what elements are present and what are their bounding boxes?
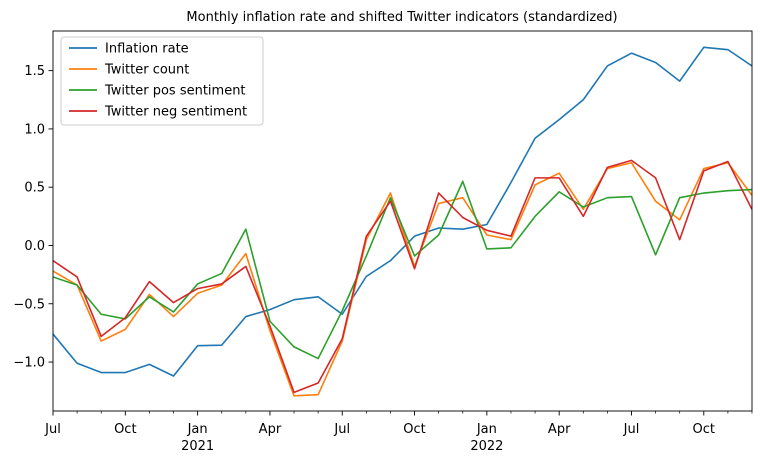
y-tick-label: 1.0 [24, 122, 45, 137]
x-tick-label: Oct [403, 422, 425, 437]
legend-label: Twitter neg sentiment [104, 105, 247, 120]
legend-label: Inflation rate [105, 42, 189, 57]
y-tick-label: −1.0 [13, 356, 45, 371]
legend-label: Twitter count [104, 63, 189, 78]
plot-area: −1.0 −0.5 0.0 0.5 1.0 1.5 Jul Oct Jan 2021 Apr Jul O… [13, 30, 753, 454]
x-tick-label: Jan [187, 422, 208, 437]
x-tick-label: Apr [548, 422, 571, 437]
series-line-twitter-neg-sentiment [53, 159, 752, 394]
y-tick-label: 0.0 [24, 239, 45, 254]
axes-frame [52, 30, 753, 412]
x-tick-label: Jul [623, 422, 640, 437]
y-tick-label: 0.5 [24, 181, 45, 196]
chart-title: Monthly inflation rate and shifted Twitt… [186, 10, 617, 25]
y-tick-label: −0.5 [13, 297, 45, 312]
x-tick-label: Oct [114, 422, 136, 437]
legend-label: Twitter pos sentiment [104, 84, 246, 99]
legend-box [60, 36, 264, 126]
x-tick-label: Oct [693, 422, 715, 437]
series-line-twitter-pos-sentiment [53, 180, 752, 360]
x-tick-label: Jul [44, 422, 61, 437]
x-tick-label: Apr [259, 422, 282, 437]
x-tick-label: Jan [476, 422, 497, 437]
x-tick-year-label: 2021 [181, 439, 214, 454]
y-tick-label: 1.5 [24, 64, 45, 79]
series-line-inflation-rate [53, 46, 752, 377]
x-tick-year-label: 2022 [470, 439, 503, 454]
x-tick-label: Jul [333, 422, 350, 437]
series-line-twitter-count [53, 161, 752, 397]
